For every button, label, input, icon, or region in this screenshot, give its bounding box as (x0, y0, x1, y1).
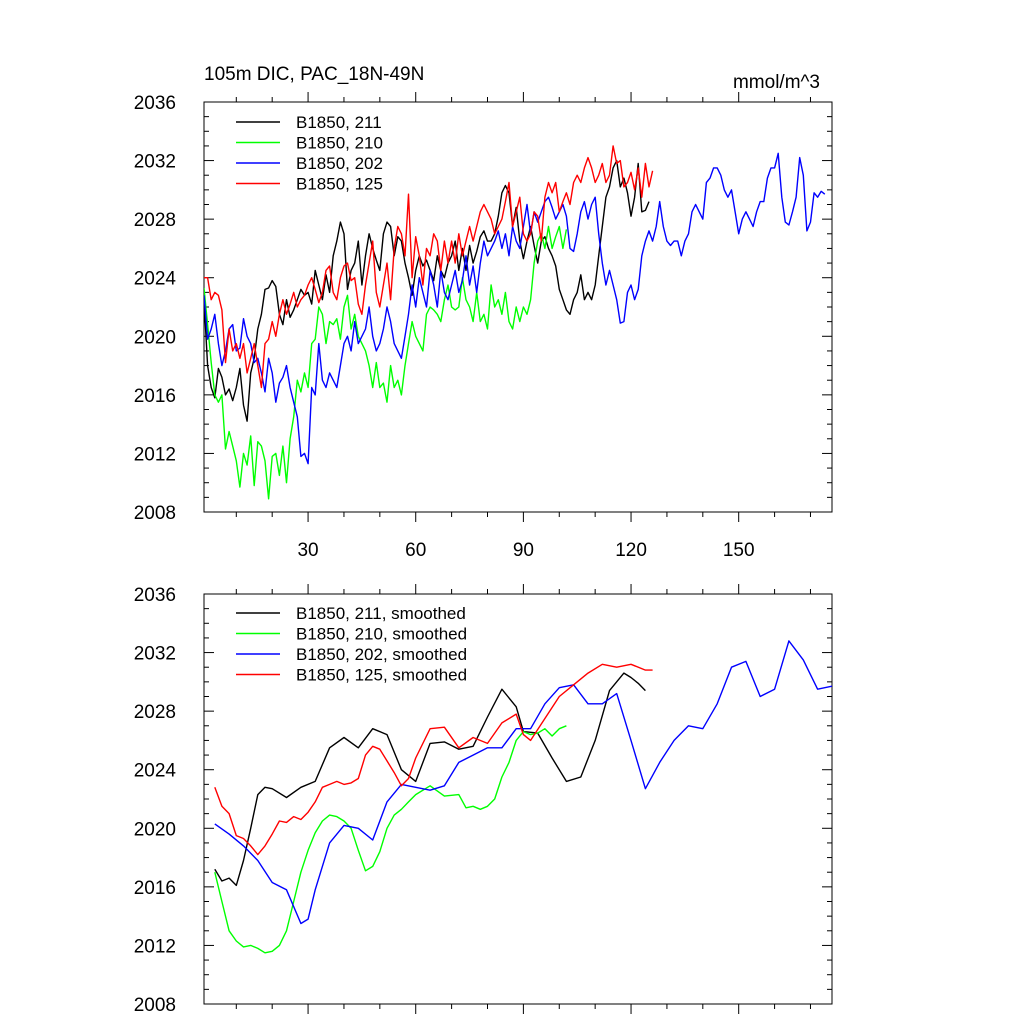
x-tick-label: 60 (405, 540, 426, 561)
y-tick-label: 2020 (134, 327, 176, 348)
y-tick-label: 2016 (134, 386, 176, 407)
legend-label: B1850, 211, smoothed (296, 604, 466, 623)
legend-label: B1850, 125, smoothed (296, 666, 467, 685)
y-tick-label: 2028 (134, 702, 176, 723)
legend-label: B1850, 202, smoothed (296, 645, 467, 664)
series-line-b1850-125-smoothed (214, 663, 653, 856)
y-tick-label: 2012 (134, 936, 176, 957)
y-tick-label: 2008 (134, 503, 176, 524)
y-tick-label: 2028 (134, 210, 176, 231)
y-tick-label: 2012 (134, 444, 176, 465)
y-tick-label: 2020 (134, 819, 176, 840)
legend-label: B1850, 202 (296, 154, 383, 173)
y-tick-label: 2036 (134, 93, 176, 114)
y-tick-label: 2032 (134, 152, 176, 173)
series-line-b1850-202-smoothed (214, 640, 832, 925)
y-tick-label: 2016 (134, 878, 176, 899)
legend-label: B1850, 210 (296, 134, 383, 153)
series-line-b1850-125 (204, 145, 654, 389)
series-line-b1850-211 (204, 159, 650, 422)
y-tick-label: 2024 (134, 269, 177, 290)
x-tick-label: 90 (513, 540, 534, 561)
x-tick-label: 150 (723, 540, 755, 561)
x-tick-label: 120 (615, 540, 647, 561)
y-tick-label: 2036 (134, 585, 176, 606)
chart-title: 105m DIC, PAC_18N-49N (204, 64, 424, 85)
series-line-b1850-202 (204, 152, 826, 465)
y-tick-label: 2008 (134, 995, 176, 1016)
y-tick-label: 2032 (134, 644, 176, 665)
legend-label: B1850, 125 (296, 175, 383, 194)
series-line-b1850-210 (204, 225, 568, 500)
legend-label: B1850, 211 (296, 113, 382, 132)
x-tick-label: 30 (297, 540, 318, 561)
units-label: mmol/m^3 (733, 72, 820, 93)
series-line-b1850-211-smoothed (214, 672, 646, 887)
legend-label: B1850, 210, smoothed (296, 625, 467, 644)
y-tick-label: 2024 (134, 761, 177, 782)
top-panel-raw-series: 2008 2012 2016 2020 2024 2028 2032 2036 30 60 90 12… (134, 64, 833, 561)
series-line-b1850-210-smoothed (214, 725, 567, 954)
bottom-panel-smoothed-series: 2008 2012 2016 2020 2024 2028 2032 2036 B1850, 2… (134, 584, 833, 1016)
